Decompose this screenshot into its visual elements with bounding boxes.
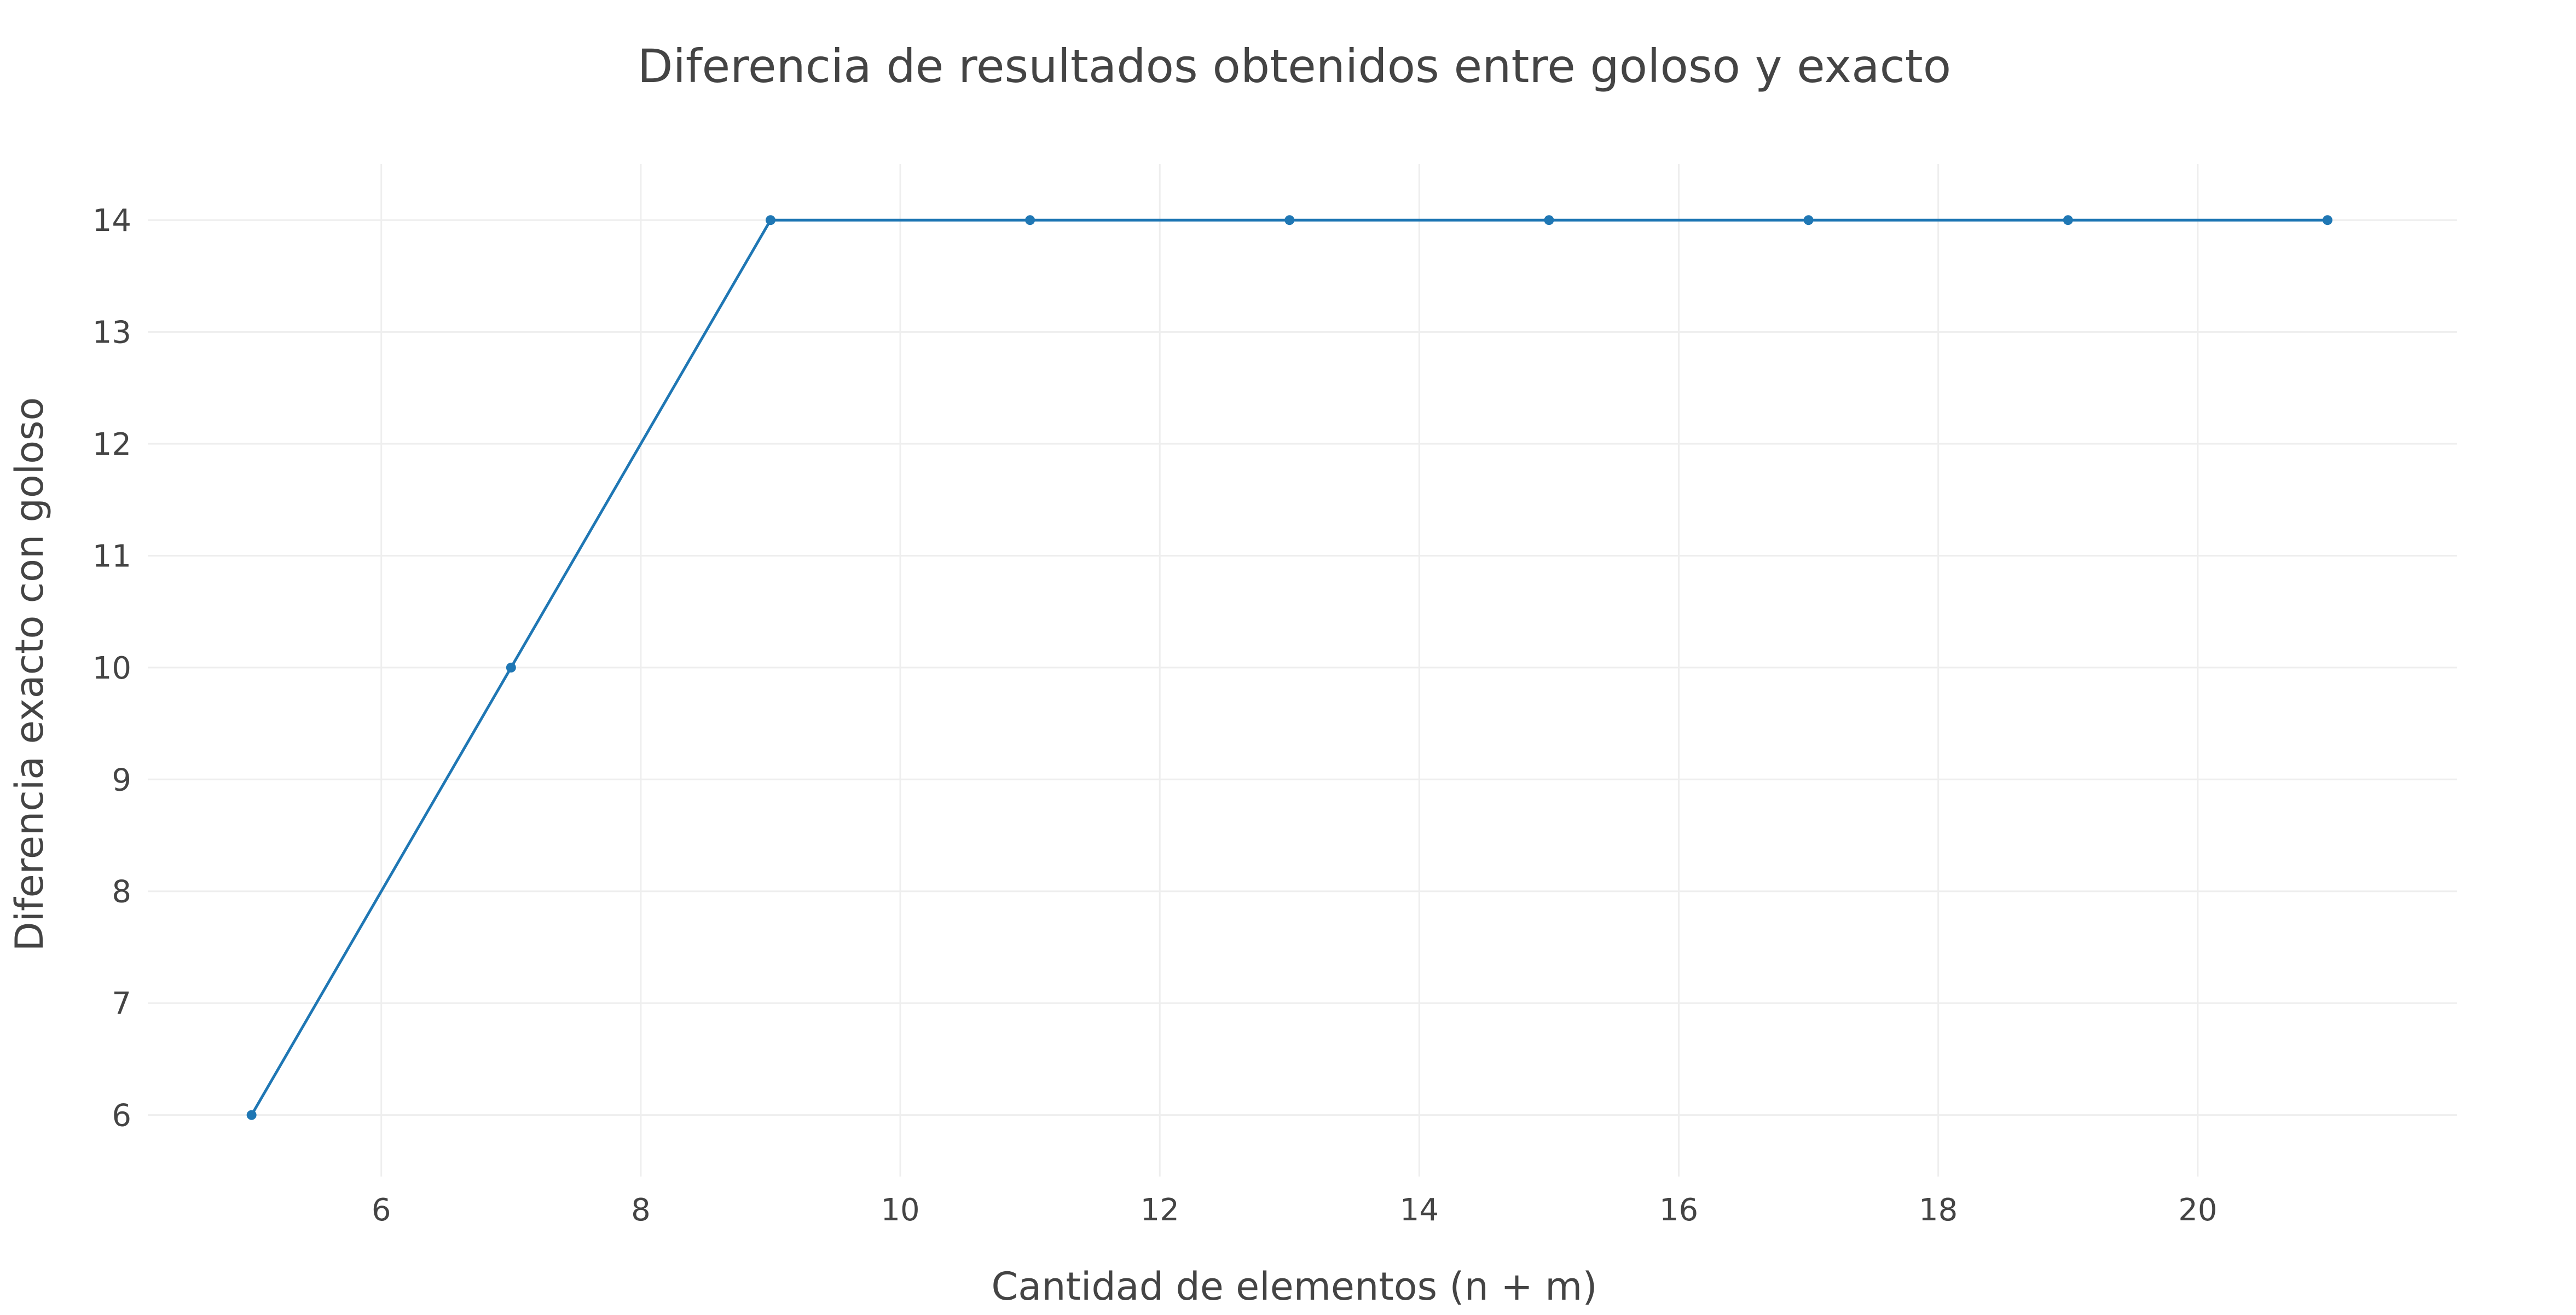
data-point (1803, 215, 1814, 225)
y-tick-label: 14 (92, 203, 131, 239)
horizontal-gridlines (148, 219, 2457, 1116)
x-tick-label: 12 (1141, 1192, 1179, 1228)
data-point (1544, 215, 1554, 225)
chart-title: Diferencia de resultados obtenidos entre… (638, 39, 1951, 93)
x-tick-label: 10 (881, 1192, 919, 1228)
y-tick-label: 13 (92, 315, 131, 351)
data-point (2063, 215, 2073, 225)
y-tick-label: 12 (92, 427, 131, 462)
x-axis-tick-labels: 6 8 10 12 14 16 18 20 (372, 1192, 2218, 1228)
x-tick-label: 8 (631, 1192, 651, 1228)
x-tick-label: 6 (372, 1192, 391, 1228)
y-axis-tick-labels: 6 7 8 9 10 11 12 13 14 (92, 203, 131, 1133)
x-axis-title: Cantidad de elementos (n + m) (991, 1264, 1597, 1309)
data-point (765, 215, 775, 225)
y-tick-label: 11 (92, 538, 131, 574)
data-point (2322, 215, 2332, 225)
y-tick-label: 9 (112, 762, 131, 798)
data-point (1284, 215, 1295, 225)
vertical-gridlines (380, 164, 2199, 1177)
data-point (1025, 215, 1035, 225)
x-tick-label: 14 (1400, 1192, 1439, 1228)
y-tick-label: 8 (112, 874, 131, 910)
x-tick-label: 16 (1659, 1192, 1698, 1228)
y-tick-label: 7 (112, 986, 131, 1022)
y-tick-label: 6 (112, 1098, 131, 1134)
x-tick-label: 20 (2178, 1192, 2217, 1228)
data-point (506, 662, 516, 673)
y-tick-label: 10 (92, 651, 131, 686)
data-point (246, 1110, 257, 1120)
y-axis-title: Diferencia exacto con goloso (7, 397, 52, 952)
x-tick-label: 18 (1919, 1192, 1958, 1228)
series-layer (246, 215, 2332, 1120)
